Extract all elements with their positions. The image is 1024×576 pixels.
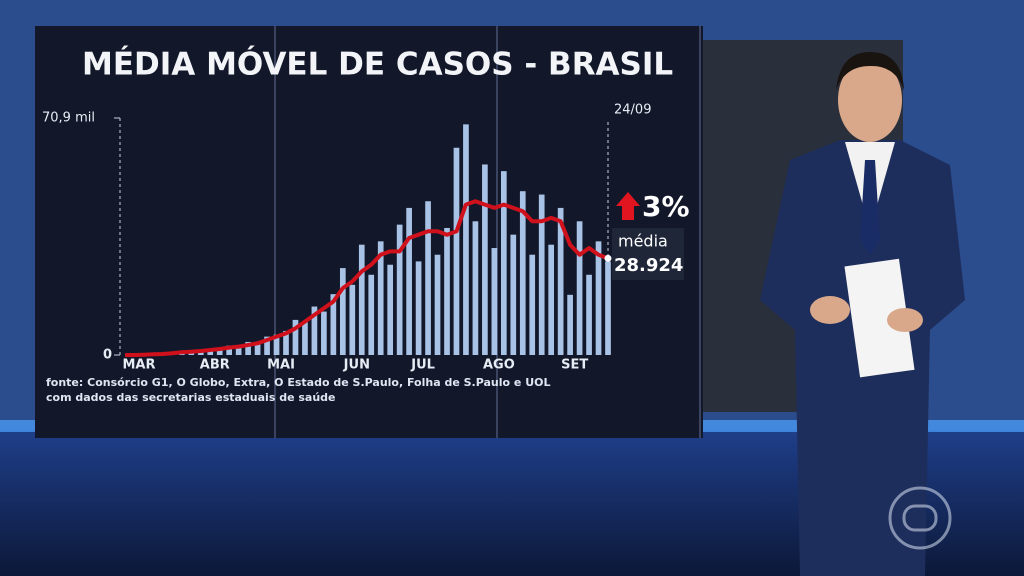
video-wall (35, 26, 703, 438)
bar (406, 207, 412, 355)
source-line: fonte: Consórcio G1, O Globo, Extra, O E… (46, 376, 551, 389)
bar (311, 306, 318, 355)
x-tick-label: JUL (410, 358, 435, 373)
bar (197, 351, 204, 355)
bar (358, 244, 365, 355)
average-value: 28.924 (614, 255, 683, 276)
plot: 0 70,9 mil MAR ABR MAI JUN JUL AGO SET (42, 111, 612, 373)
bar (482, 164, 488, 355)
bar (548, 244, 555, 355)
bar (302, 322, 308, 355)
average-box (612, 228, 684, 280)
x-tick-label: JUN (343, 358, 370, 373)
channel-logo (902, 504, 938, 532)
bar (387, 264, 394, 355)
change-label: 3% (642, 190, 690, 223)
bar (605, 261, 611, 355)
x-tick-label: ABR (200, 358, 230, 373)
bar (453, 147, 460, 355)
bar (235, 346, 242, 355)
source-line: com dados das secretarias estaduais de s… (46, 391, 336, 404)
average-caption: média (618, 232, 668, 251)
bar (586, 274, 592, 355)
date-label: 24/09 (614, 103, 651, 118)
x-tick-label: SET (561, 358, 588, 373)
bar (557, 207, 564, 355)
bar (444, 227, 450, 355)
bar (273, 334, 280, 355)
bar (434, 254, 441, 355)
bar (377, 241, 384, 355)
bar (491, 248, 498, 355)
bar (538, 194, 545, 355)
chart-title: MÉDIA MÓVEL DE CASOS - BRASIL (82, 46, 673, 83)
bar (321, 311, 327, 355)
bar (472, 221, 479, 355)
x-tick-label: MAR (122, 358, 155, 373)
bar (576, 221, 583, 355)
bar (292, 319, 299, 355)
x-tick-label: AGO (483, 358, 515, 373)
bar (349, 284, 356, 355)
bar (216, 348, 223, 355)
bar (500, 171, 507, 355)
bar (368, 274, 375, 355)
y-tick-label: 70,9 mil (42, 111, 95, 126)
average-line (125, 199, 609, 357)
up-arrow (616, 192, 640, 220)
bar (396, 224, 403, 355)
bar (595, 241, 602, 355)
bar (254, 344, 261, 355)
bar (330, 294, 337, 355)
presenter (760, 52, 965, 576)
latest-point (604, 254, 612, 262)
bar (510, 234, 517, 355)
y-tick-label: 0 (103, 348, 112, 363)
bar (567, 294, 573, 355)
bar (519, 191, 526, 355)
bar (264, 336, 270, 355)
bar (415, 261, 422, 355)
bar (339, 268, 346, 355)
bar (529, 254, 536, 355)
x-tick-label: MAI (267, 358, 295, 373)
bar (463, 124, 469, 355)
channel-logo (888, 486, 952, 550)
bar (226, 345, 233, 355)
bar (245, 341, 251, 355)
bar (283, 330, 289, 355)
bar (425, 201, 431, 355)
